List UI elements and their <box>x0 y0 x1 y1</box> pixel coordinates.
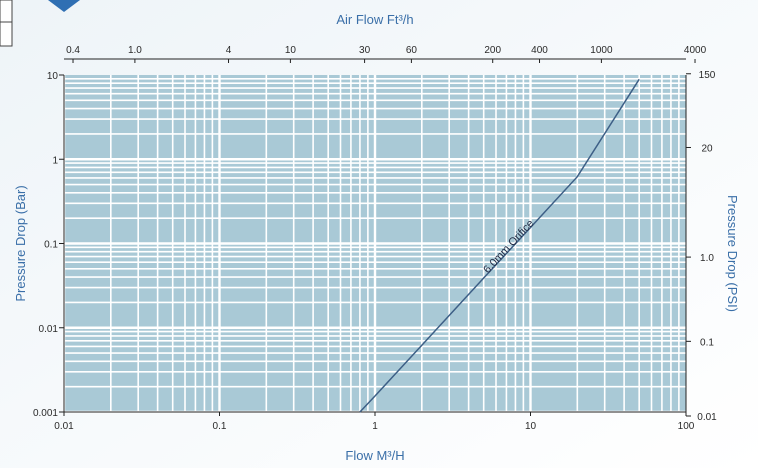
y-tick-label: 0.1 <box>44 240 58 251</box>
axes <box>59 58 696 417</box>
y-tick-label: 0.001 <box>33 408 58 419</box>
y-tick-label: 1 <box>52 155 58 166</box>
x2-tick-label: 4000 <box>684 45 707 56</box>
y2-tick-label: 0.1 <box>700 337 714 348</box>
x2-tick-label: 1.0 <box>128 45 142 56</box>
x2-tick-label: 10 <box>285 45 297 56</box>
y-tick-label: 10 <box>47 71 59 82</box>
y2-tick-label: 1.0 <box>700 253 714 264</box>
x-tick-label: 0.1 <box>213 421 227 432</box>
y-tick-label: 0.01 <box>39 324 59 335</box>
x-tick-label: 1 <box>372 421 378 432</box>
x2-tick-label: 60 <box>406 45 418 56</box>
y2-tick-label: 20 <box>701 143 713 154</box>
x-axis-title: Flow M³/H <box>345 448 404 463</box>
y2-tick-label: 150 <box>699 70 716 81</box>
y2-axis-title: Pressure Drop (PSI) <box>725 195 740 312</box>
x-tick-label: 0.01 <box>54 421 74 432</box>
series-line <box>359 78 640 413</box>
x-tick-label: 100 <box>678 421 695 432</box>
corner-arrow-mark <box>48 0 80 12</box>
corner-table-fragment <box>0 0 13 47</box>
x2-tick-label: 400 <box>531 45 548 56</box>
y2-tick-label: 0.01 <box>697 412 717 423</box>
x2-tick-label: 30 <box>359 45 371 56</box>
x2-tick-label: 4 <box>226 45 232 56</box>
axis-labels: 0.01 0.1 1 10 100 0.4 1.0 4 10 30 60 200 400 1000 4000… <box>13 12 740 463</box>
x2-tick-label: 0.4 <box>66 45 80 56</box>
x2-tick-label: 200 <box>484 45 501 56</box>
x2-tick-label: 1000 <box>590 45 613 56</box>
y-axis-title: Pressure Drop (Bar) <box>13 185 28 301</box>
x-tick-label: 10 <box>525 421 537 432</box>
x2-axis-title: Air Flow Ft³/h <box>336 12 413 27</box>
